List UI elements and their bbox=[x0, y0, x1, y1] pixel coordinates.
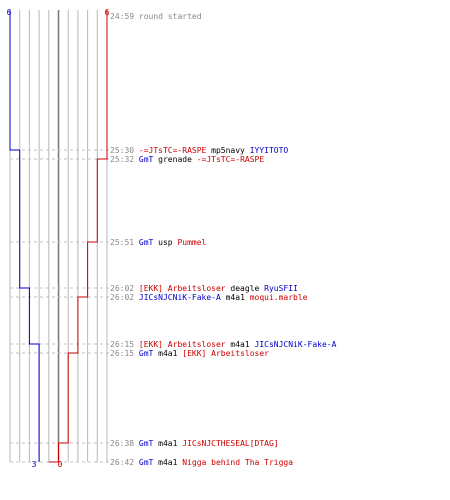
event-log: 24:59 round started 25:30 -=JTsTC=-RASPE … bbox=[110, 12, 337, 467]
red-end-label: 0 bbox=[58, 460, 63, 469]
event-text: grenade bbox=[153, 155, 196, 164]
event-row: 26:42 GmT m4a1 Nigga behind Tha Trigga bbox=[110, 458, 293, 467]
event-text: -=JTsTC=-RASPE bbox=[197, 155, 265, 164]
event-text: GmT bbox=[139, 155, 154, 164]
event-text: deagle bbox=[226, 284, 265, 293]
event-text: RyuSFII bbox=[264, 284, 298, 293]
event-text: mp5navy bbox=[206, 146, 249, 155]
blue-team-step-line bbox=[9, 10, 40, 462]
event-row: 24:59 round started bbox=[110, 12, 202, 21]
alive-count-series bbox=[9, 10, 108, 463]
event-text: GmT bbox=[139, 439, 154, 448]
red-team-step-line bbox=[48, 10, 108, 463]
event-time: 25:30 bbox=[110, 146, 139, 155]
event-time: 26:38 bbox=[110, 439, 139, 448]
event-text: [EKK] Arbeitsloser bbox=[139, 284, 226, 293]
grid-lines bbox=[9, 10, 108, 462]
event-row: 26:02 JICsNJCNiK-Fake-A m4a1 moqui.marbl… bbox=[110, 293, 308, 302]
event-text: m4a1 bbox=[221, 293, 250, 302]
event-text: m4a1 bbox=[153, 349, 182, 358]
event-text: moqui.marble bbox=[250, 293, 308, 302]
event-time: 25:51 bbox=[110, 238, 139, 247]
event-row: 25:32 GmT grenade -=JTsTC=-RASPE bbox=[110, 155, 264, 164]
event-text: usp bbox=[153, 238, 177, 247]
event-text: Nigga behind Tha Trigga bbox=[182, 458, 293, 467]
red-start-label: 6 bbox=[105, 8, 110, 17]
event-time: 26:15 bbox=[110, 340, 139, 349]
event-time: 26:02 bbox=[110, 284, 139, 293]
event-text: -=JTsTC=-RASPE bbox=[139, 146, 207, 155]
event-text: round started bbox=[139, 12, 202, 21]
event-text: [EKK] Arbeitsloser bbox=[182, 349, 269, 358]
blue-end-label: 3 bbox=[32, 460, 37, 469]
event-row: 26:38 GmT m4a1 JICsNJCTHESEAL[DTAG] bbox=[110, 439, 279, 448]
blue-start-label: 6 bbox=[7, 8, 12, 17]
event-row: 26:15 GmT m4a1 [EKK] Arbeitsloser bbox=[110, 349, 269, 358]
event-row: 25:30 -=JTsTC=-RASPE mp5navy IYYITOTO bbox=[110, 146, 288, 155]
event-row: 26:02 [EKK] Arbeitsloser deagle RyuSFII bbox=[110, 284, 298, 293]
event-time: 25:32 bbox=[110, 155, 139, 164]
event-text: GmT bbox=[139, 349, 154, 358]
event-time: 26:42 bbox=[110, 458, 139, 467]
event-time: 24:59 bbox=[110, 12, 139, 21]
count-labels: 6 6 3 0 bbox=[7, 8, 110, 469]
event-text: m4a1 bbox=[153, 458, 182, 467]
event-text: JICsNJCTHESEAL[DTAG] bbox=[182, 439, 278, 448]
event-guide-lines bbox=[10, 149, 110, 463]
event-text: IYYITOTO bbox=[250, 146, 289, 155]
event-text: Pummel bbox=[177, 238, 206, 247]
event-text: m4a1 bbox=[226, 340, 255, 349]
event-text: m4a1 bbox=[153, 439, 182, 448]
event-row: 25:51 GmT usp Pummel bbox=[110, 238, 207, 247]
event-text: [EKK] Arbeitsloser bbox=[139, 340, 226, 349]
event-text: GmT bbox=[139, 458, 154, 467]
event-text: JICsNJCNiK-Fake-A bbox=[255, 340, 337, 349]
event-text: JICsNJCNiK-Fake-A bbox=[139, 293, 221, 302]
event-row: 26:15 [EKK] Arbeitsloser m4a1 JICsNJCNiK… bbox=[110, 340, 337, 349]
event-text: GmT bbox=[139, 238, 154, 247]
event-time: 26:15 bbox=[110, 349, 139, 358]
event-time: 26:02 bbox=[110, 293, 139, 302]
